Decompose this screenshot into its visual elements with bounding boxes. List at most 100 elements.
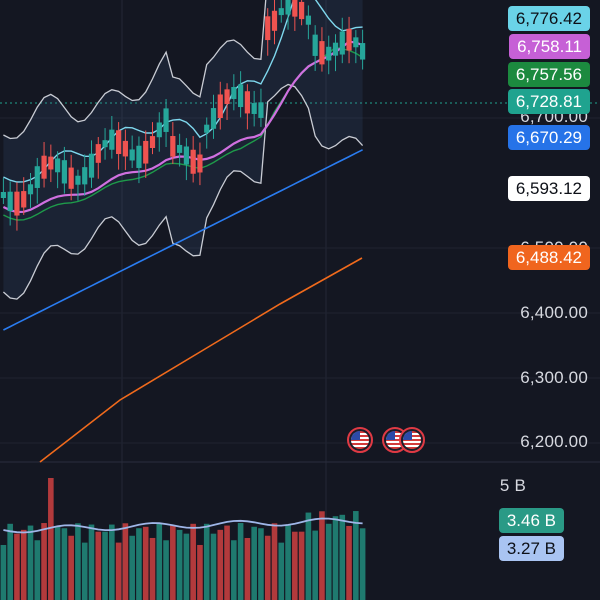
volume-bar bbox=[20, 529, 27, 600]
price-candles bbox=[0, 0, 366, 231]
volume-bar bbox=[48, 478, 54, 600]
price-badge: 6,670.29 bbox=[507, 125, 590, 150]
candle-body bbox=[265, 16, 271, 41]
candle-body bbox=[0, 192, 6, 198]
candle-body bbox=[149, 136, 156, 148]
ma-orange-line bbox=[39, 257, 363, 463]
volume-bar bbox=[34, 540, 41, 600]
volume-bar bbox=[176, 529, 183, 600]
volume-bar bbox=[312, 530, 318, 600]
volume-bar bbox=[217, 529, 224, 600]
volume-bar bbox=[353, 511, 359, 600]
volume-bar bbox=[264, 535, 271, 600]
candle-body bbox=[27, 184, 34, 195]
bollinger-fill bbox=[3, 0, 363, 300]
price-badge: 6,488.42 bbox=[507, 245, 590, 270]
volume-bar bbox=[102, 531, 108, 600]
candle-body bbox=[332, 42, 339, 56]
volume-bar bbox=[197, 544, 203, 600]
volume-ma-line bbox=[3, 517, 363, 534]
candle-body bbox=[129, 149, 135, 161]
candle-body bbox=[238, 84, 244, 108]
candle-body bbox=[75, 175, 81, 185]
volume-bar bbox=[231, 540, 237, 600]
volume-bar bbox=[156, 523, 163, 600]
candle-body bbox=[183, 146, 189, 165]
volume-bar bbox=[61, 528, 68, 600]
volume-bar bbox=[251, 526, 257, 600]
candle-body bbox=[61, 160, 67, 184]
candle-body bbox=[55, 158, 61, 173]
candle-body bbox=[353, 37, 359, 48]
candle-body bbox=[109, 129, 115, 150]
candle-body bbox=[48, 156, 54, 170]
volume-bar bbox=[54, 526, 61, 600]
volume-bar bbox=[149, 537, 156, 600]
price-badge: 6,757.56 bbox=[507, 62, 590, 87]
volume-bar bbox=[332, 516, 339, 600]
volume-bar bbox=[122, 523, 129, 600]
candle-body bbox=[7, 191, 13, 212]
volume-bar bbox=[142, 526, 149, 600]
volume-bar bbox=[244, 537, 251, 600]
volume-bar bbox=[258, 528, 264, 600]
candle-body bbox=[143, 140, 149, 164]
candle-body bbox=[122, 140, 128, 157]
volume-bar bbox=[109, 524, 115, 600]
candle-body bbox=[88, 153, 95, 178]
candle-body bbox=[116, 130, 122, 155]
candle-body bbox=[204, 124, 210, 133]
volume-bar bbox=[88, 524, 95, 600]
price-badge: 6,728.81 bbox=[507, 89, 590, 114]
bollinger-upper bbox=[3, 0, 267, 140]
volume-bar bbox=[359, 528, 366, 600]
candle-body bbox=[170, 136, 176, 157]
volume-bar bbox=[163, 540, 169, 600]
candle-body bbox=[326, 46, 332, 61]
us-flag-icon[interactable] bbox=[347, 427, 373, 453]
candle-body bbox=[258, 102, 264, 118]
volume-bar bbox=[190, 523, 196, 600]
candle-body bbox=[177, 144, 183, 153]
candle-body bbox=[312, 34, 318, 56]
candle-body bbox=[292, 0, 298, 17]
candle-body bbox=[197, 154, 203, 173]
volume-bar bbox=[68, 535, 74, 600]
price-tick-label: 6,400.00 bbox=[520, 303, 588, 322]
volume-bar bbox=[129, 535, 135, 600]
volume-bar bbox=[271, 523, 278, 600]
volume-bar bbox=[224, 525, 230, 600]
volume-bar bbox=[14, 533, 20, 600]
us-flag-icon[interactable] bbox=[399, 427, 425, 453]
volume-bar bbox=[81, 542, 88, 600]
candle-body bbox=[163, 108, 169, 132]
candle-body bbox=[156, 122, 162, 138]
price-tick-label: 6,300.00 bbox=[520, 368, 588, 387]
candle-body bbox=[190, 149, 196, 174]
bollinger-lower bbox=[2, 83, 364, 300]
moving-averages bbox=[2, 0, 363, 463]
current-price-badge: 6,593.12 bbox=[507, 176, 590, 201]
candle-body bbox=[231, 86, 237, 99]
volume-bar bbox=[170, 525, 176, 600]
candle-body bbox=[21, 191, 27, 208]
candle-body bbox=[285, 0, 291, 15]
volume-bar bbox=[41, 523, 47, 600]
ma-pink-line bbox=[2, 40, 363, 214]
volume-bar bbox=[203, 523, 210, 600]
volume-bar bbox=[237, 523, 244, 600]
volume-bar bbox=[305, 512, 312, 600]
candle-body bbox=[299, 1, 305, 20]
candle-body bbox=[271, 10, 278, 31]
bollinger-bands bbox=[2, 0, 364, 300]
price-badge: 6,758.11 bbox=[509, 34, 590, 59]
volume-bar bbox=[210, 533, 217, 600]
candle-body bbox=[210, 108, 217, 129]
candle-body bbox=[41, 155, 47, 179]
volume-bar bbox=[115, 542, 122, 600]
ma-fast-line bbox=[3, 0, 363, 183]
candle-body bbox=[95, 144, 101, 163]
volume-bar bbox=[95, 531, 102, 600]
